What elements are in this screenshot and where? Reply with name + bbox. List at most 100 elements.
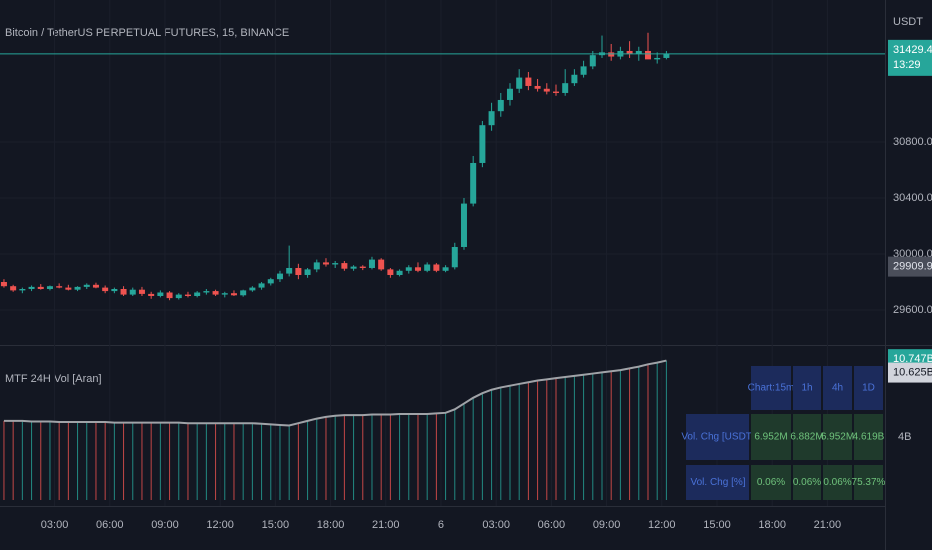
candle-body [322,262,329,265]
candle-body [378,259,385,270]
table-cell [823,414,852,460]
table-row-label-cell [686,465,749,500]
x-tick-label: 06:00 [96,519,124,531]
candle-body [516,77,523,89]
candle-body [405,267,412,271]
table-cell [854,414,883,460]
candle-body [74,286,81,290]
indicator-title: MTF 24H Vol [Aran] [5,373,102,385]
candle-body [276,273,283,280]
candle-body [350,266,357,269]
candle-body [56,286,63,288]
table-header-cell [751,366,791,410]
candle-body [396,270,403,275]
candle-body [19,288,26,291]
table-header-cell [793,366,821,410]
table-header-text: 1h [801,383,812,394]
currency-label: USDT [893,16,923,28]
candle-body [203,291,210,293]
table-row-label-cell [686,414,749,460]
candle-body [157,292,164,296]
candle-body [249,287,256,291]
candle-body [102,287,109,292]
table-cell [793,465,821,500]
x-tick-label: 21:00 [814,519,842,531]
candle-body [332,263,339,265]
candle-body [451,246,458,268]
table-cell [823,465,852,500]
candle-body [644,50,651,60]
candle-body [212,291,219,295]
candle-body [0,281,7,287]
candle-body [46,286,53,289]
candle-body [166,292,173,299]
level-label: 29909.9 [893,261,932,273]
table-cell-text: 0.06% [823,477,851,488]
table-cell-text: 75.37% [852,477,886,488]
table-header-text: Chart:15m [748,383,795,394]
candle-body [267,279,274,284]
candle-body [488,111,495,126]
candle-body [138,289,145,294]
x-tick-label: 18:00 [758,519,786,531]
table-cell-text: 0.06% [793,477,821,488]
candle-body [543,88,550,92]
countdown-label: 13:29 [893,59,921,71]
candle-body [295,267,302,275]
candle-body [184,294,191,296]
y-tick-label: 4B [898,431,911,443]
candle-body [341,263,348,269]
x-tick-label: 09:00 [593,519,621,531]
candle-body [497,99,504,112]
candle-body [129,289,136,295]
chart-title: Bitcoin / TetherUS PERPETUAL FUTURES, 15… [5,27,289,39]
x-tick-label: 03:00 [41,519,69,531]
candle-body [83,284,90,287]
x-tick-label: 18:00 [317,519,345,531]
candle-body [506,88,513,100]
candle-body [359,266,366,268]
table-cell-text: 6.952M [754,432,787,443]
marker-label: 10.747B [893,353,932,365]
x-tick-label: 21:00 [372,519,400,531]
candle-body [635,50,642,54]
x-tick-label: 15:00 [703,519,731,531]
candle-body [230,293,237,296]
level-label-box [888,256,932,277]
candle-body [470,162,477,204]
table-cell [751,414,791,460]
candle-body [608,52,615,57]
table-header-cell [854,366,883,410]
candle-body [148,293,155,296]
candle-body [28,286,35,289]
candle-body [479,125,486,163]
table-cell [751,465,791,500]
candle-body [525,77,532,86]
x-tick-label: 15:00 [262,519,290,531]
candle-body [433,264,440,271]
x-tick-label: 12:00 [648,519,676,531]
candle-body [10,286,17,291]
candle-body [626,50,633,54]
table-cell-text: 6.882M [790,432,823,443]
candle-body [571,74,578,84]
table-row-label: Vol. Chg [USDT] [681,432,755,443]
price-label-box [888,39,932,76]
y-tick-label: 29600.0 [893,304,932,316]
candle-body [286,267,293,274]
candle-body [37,286,44,289]
candle-body [552,91,559,93]
candle-body [654,57,661,60]
candle-body [414,267,421,271]
volume-line [3,359,667,427]
table-cell [854,465,883,500]
x-tick-label: 09:00 [151,519,179,531]
candle-body [65,287,72,290]
price-label: 31429.4 [893,44,932,56]
candle-body [663,53,670,58]
x-tick-label: 12:00 [206,519,234,531]
table-header-cell [823,366,852,410]
candle-body [534,85,541,89]
